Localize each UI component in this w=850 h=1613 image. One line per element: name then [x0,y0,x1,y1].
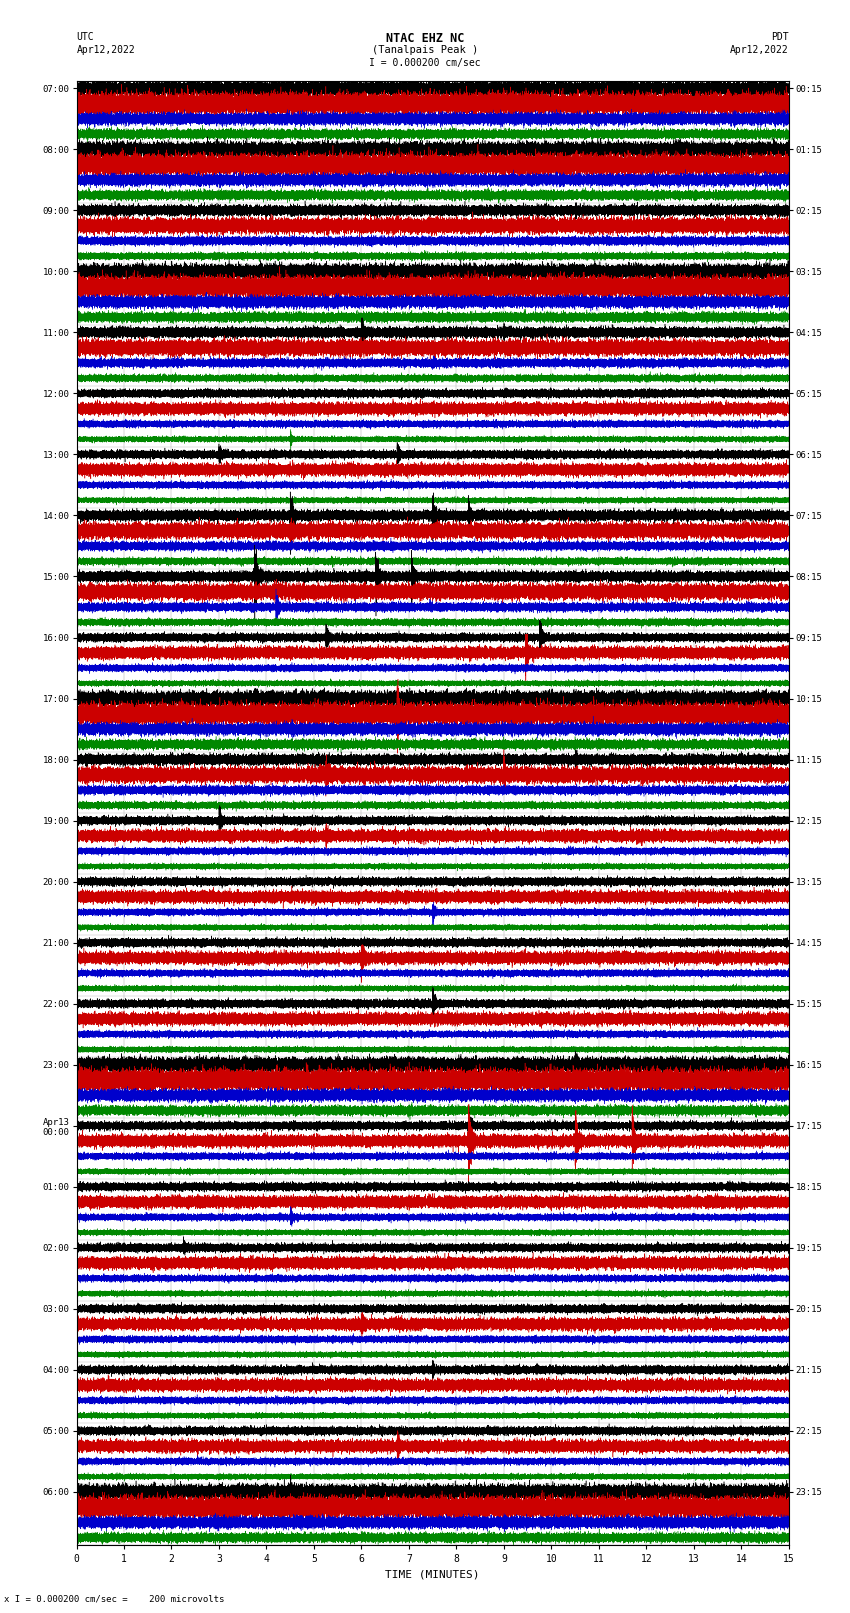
Text: PDT: PDT [771,32,789,42]
Text: (Tanalpais Peak ): (Tanalpais Peak ) [371,45,478,55]
Text: NTAC EHZ NC: NTAC EHZ NC [386,32,464,45]
X-axis label: TIME (MINUTES): TIME (MINUTES) [385,1569,480,1579]
Text: Apr12,2022: Apr12,2022 [76,45,135,55]
Text: Apr12,2022: Apr12,2022 [730,45,789,55]
Text: I = 0.000200 cm/sec: I = 0.000200 cm/sec [369,58,481,68]
Text: x I = 0.000200 cm/sec =    200 microvolts: x I = 0.000200 cm/sec = 200 microvolts [4,1594,224,1603]
Text: UTC: UTC [76,32,94,42]
